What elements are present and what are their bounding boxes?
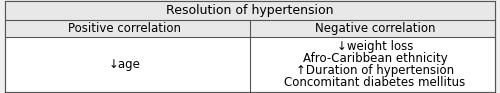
- Text: Resolution of hypertension: Resolution of hypertension: [166, 4, 334, 17]
- Text: ↓age: ↓age: [109, 58, 141, 71]
- Bar: [5, 20, 495, 37]
- Text: Concomitant diabetes mellitus: Concomitant diabetes mellitus: [284, 76, 466, 89]
- Text: Positive correlation: Positive correlation: [68, 22, 182, 35]
- Text: Negative correlation: Negative correlation: [315, 22, 435, 35]
- Text: ↓weight loss: ↓weight loss: [337, 40, 413, 53]
- Text: ↑Duration of hypertension: ↑Duration of hypertension: [296, 64, 454, 77]
- Text: Afro-Caribbean ethnicity: Afro-Caribbean ethnicity: [302, 52, 448, 65]
- Bar: [5, 1, 495, 20]
